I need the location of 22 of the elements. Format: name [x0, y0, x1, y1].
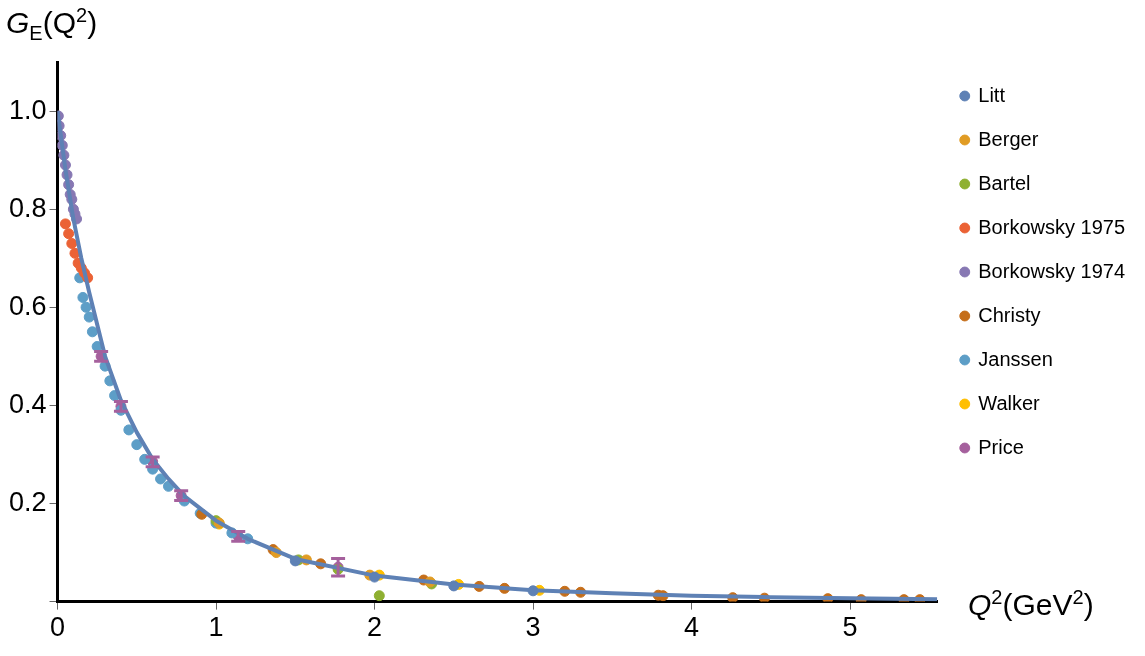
y-tick-label: 0.6 [8, 290, 47, 321]
y-tick-label: 0.8 [8, 192, 47, 223]
x-tick-label: 5 [842, 612, 858, 643]
legend-label: Litt [978, 83, 1006, 106]
y-axis-title: G$_{E}$(Q$^{2}$) [6, 4, 98, 45]
legend-label: Borkowsky 1975 [978, 215, 1126, 238]
legend-label: Borkowsky 1974 [978, 259, 1126, 282]
legend-label: Janssen [978, 347, 1053, 370]
y-tick-label: 0.2 [8, 486, 47, 517]
legend-label: Bartel [978, 171, 1031, 194]
x-tick-label: 0 [50, 612, 66, 643]
y-tick-label: 1.0 [8, 94, 47, 125]
x-axis-title: Q$^{2}$(GeV$^{2}$) [968, 586, 1094, 622]
legend-label: Price [978, 435, 1024, 458]
legend-label: Berger [978, 127, 1039, 150]
x-tick-label: 2 [367, 612, 383, 643]
x-tick-label: 1 [208, 612, 224, 643]
y-tick-label: 0.4 [8, 388, 47, 419]
x-tick-label: 3 [525, 612, 541, 643]
x-tick-label: 4 [684, 612, 700, 643]
legend-label: Walker [978, 391, 1041, 414]
legend-label: Christy [978, 303, 1041, 326]
